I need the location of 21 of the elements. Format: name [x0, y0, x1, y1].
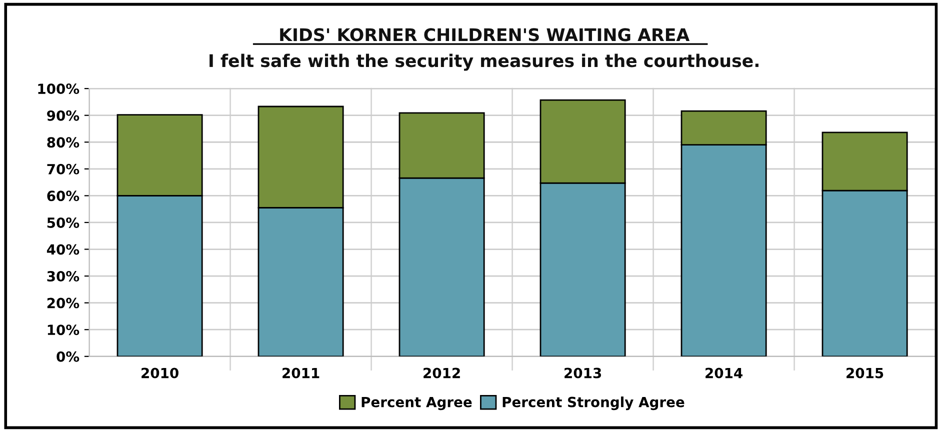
x-tick-label: 2012 — [424, 368, 460, 378]
legend-label: Percent Agree — [362, 396, 472, 410]
chart-subtitle: I felt safe with the security measures in the courthouse. — [210, 54, 758, 71]
y-tick-label: 10% — [48, 324, 80, 336]
y-tick-label: 100% — [38, 84, 80, 94]
y-tick-label: 0% — [56, 351, 80, 362]
x-tick-label: 2011 — [282, 368, 320, 378]
legend-label: Percent Strongly Agree — [502, 396, 684, 410]
y-tick-label: 40% — [46, 244, 80, 255]
y-tick-label: 90% — [47, 110, 80, 121]
y-tick-label: 70% — [47, 164, 80, 174]
y-tick-label: 60% — [47, 190, 80, 202]
y-tick-label: 30% — [47, 271, 80, 282]
y-tick-label: 20% — [47, 298, 80, 308]
y-tick-label: 50% — [47, 217, 80, 228]
y-tick-label: 80% — [47, 137, 80, 148]
x-tick-label: 2010 — [142, 368, 178, 378]
x-tick-label: 2015 — [846, 368, 884, 378]
x-tick-label: 2013 — [564, 368, 602, 378]
chart-title: KIDS' KORNER CHILDREN'S WAITING AREA — [280, 28, 690, 42]
x-tick-label: 2014 — [706, 368, 742, 378]
